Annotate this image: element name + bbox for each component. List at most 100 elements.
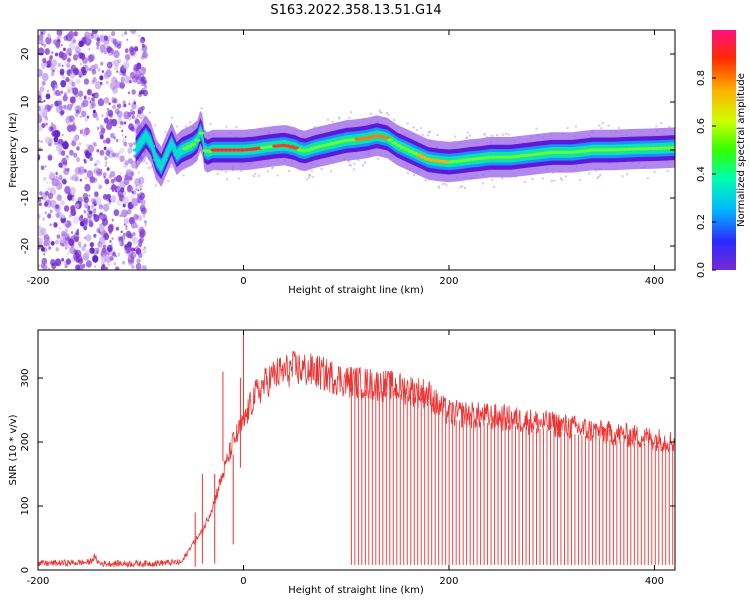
noise-blob bbox=[105, 137, 111, 144]
noise-blob bbox=[55, 247, 60, 252]
ridge-speckle bbox=[276, 174, 279, 177]
noise-blob bbox=[61, 52, 68, 61]
ridge-core bbox=[395, 144, 402, 148]
spectrogram-x-tick-label: 0 bbox=[240, 276, 246, 287]
noise-blob bbox=[89, 249, 92, 253]
noise-blob bbox=[94, 208, 97, 211]
ridge-speckle bbox=[361, 164, 364, 167]
noise-blob bbox=[70, 241, 75, 248]
noise-blob bbox=[106, 122, 113, 131]
noise-blob bbox=[66, 48, 72, 56]
noise-blob bbox=[54, 52, 59, 57]
noise-blob bbox=[88, 194, 91, 197]
noise-blob bbox=[70, 103, 72, 107]
noise-blob bbox=[97, 241, 103, 248]
noise-blob bbox=[51, 59, 58, 67]
noise-blob bbox=[130, 172, 134, 176]
ridge-speckle bbox=[588, 172, 591, 175]
noise-region bbox=[38, 30, 149, 270]
noise-blob bbox=[126, 248, 131, 254]
noise-blob bbox=[100, 255, 108, 264]
ridge-speckle bbox=[305, 178, 308, 181]
ridge-speckle bbox=[465, 137, 468, 140]
ridge-speckle bbox=[459, 186, 462, 189]
spectrogram-y-tick-label: -10 bbox=[20, 190, 31, 206]
noise-blob bbox=[114, 108, 120, 115]
noise-blob bbox=[138, 38, 145, 46]
noise-blob bbox=[110, 187, 113, 190]
noise-blob bbox=[111, 237, 114, 240]
noise-blob bbox=[141, 43, 145, 48]
noise-blob bbox=[131, 89, 136, 95]
noise-blob bbox=[103, 117, 109, 124]
noise-blob bbox=[116, 70, 119, 73]
noise-blob bbox=[72, 54, 79, 61]
noise-blob bbox=[94, 162, 97, 167]
noise-blob bbox=[85, 204, 88, 207]
noise-blob bbox=[93, 233, 97, 238]
noise-blob bbox=[40, 192, 48, 201]
ridge-speckle bbox=[329, 170, 332, 173]
noise-blob bbox=[81, 246, 86, 252]
noise-blob bbox=[60, 150, 66, 156]
ridge-core bbox=[157, 163, 164, 167]
noise-blob bbox=[114, 266, 120, 270]
noise-blob bbox=[90, 197, 95, 204]
noise-blob bbox=[47, 154, 53, 161]
noise-blob bbox=[40, 62, 47, 70]
noise-blob bbox=[124, 135, 127, 139]
noise-blob bbox=[99, 149, 105, 156]
noise-blob bbox=[83, 158, 86, 162]
noise-blob bbox=[47, 213, 52, 219]
noise-blob bbox=[68, 42, 75, 51]
ridge-speckle bbox=[378, 109, 381, 112]
noise-blob bbox=[140, 48, 143, 52]
ridge-speckle bbox=[226, 178, 229, 181]
noise-blob bbox=[61, 133, 64, 137]
ridge-speckle bbox=[348, 163, 351, 166]
noise-blob bbox=[95, 159, 100, 165]
noise-blob bbox=[84, 183, 91, 192]
noise-blob bbox=[115, 267, 119, 270]
noise-blob bbox=[65, 154, 70, 161]
ridge-core bbox=[415, 153, 423, 157]
ridge-speckle bbox=[575, 125, 578, 128]
noise-blob bbox=[56, 234, 61, 239]
noise-blob bbox=[56, 30, 63, 37]
noise-blob bbox=[78, 90, 84, 97]
snr-y-ticks: 0 100 200 300 bbox=[20, 368, 675, 573]
noise-blob bbox=[122, 232, 126, 237]
ridge-speckle bbox=[308, 174, 311, 177]
noise-blob bbox=[109, 256, 114, 262]
ridge-speckle bbox=[421, 133, 424, 136]
colorbar-tick-label: 0.2 bbox=[696, 214, 707, 230]
noise-blob bbox=[44, 199, 50, 206]
noise-blob bbox=[72, 196, 76, 200]
noise-blob bbox=[101, 114, 104, 118]
ridge-core bbox=[670, 146, 675, 150]
noise-blob bbox=[91, 68, 97, 75]
snr-x-tick-label: 0 bbox=[240, 576, 246, 587]
noise-blob bbox=[48, 34, 52, 39]
noise-blob bbox=[102, 193, 108, 200]
noise-blob bbox=[56, 194, 62, 201]
noise-blob bbox=[123, 177, 130, 186]
noise-blob bbox=[92, 254, 99, 263]
noise-blob bbox=[126, 185, 133, 193]
ridge-speckle bbox=[424, 179, 427, 182]
noise-blob bbox=[143, 246, 146, 249]
noise-blob bbox=[141, 265, 147, 270]
noise-blob bbox=[144, 223, 147, 227]
ridge-speckle bbox=[167, 180, 170, 183]
noise-blob bbox=[101, 70, 104, 73]
ridge-speckle bbox=[380, 111, 383, 114]
noise-blob bbox=[112, 251, 117, 257]
ridge-speckle bbox=[237, 177, 240, 180]
noise-blob bbox=[122, 260, 126, 265]
noise-blob bbox=[86, 115, 90, 119]
noise-blob bbox=[62, 104, 67, 109]
noise-blob bbox=[131, 114, 135, 119]
noise-blob bbox=[84, 118, 88, 122]
noise-blob bbox=[95, 116, 100, 121]
ridge-speckle bbox=[531, 178, 534, 181]
